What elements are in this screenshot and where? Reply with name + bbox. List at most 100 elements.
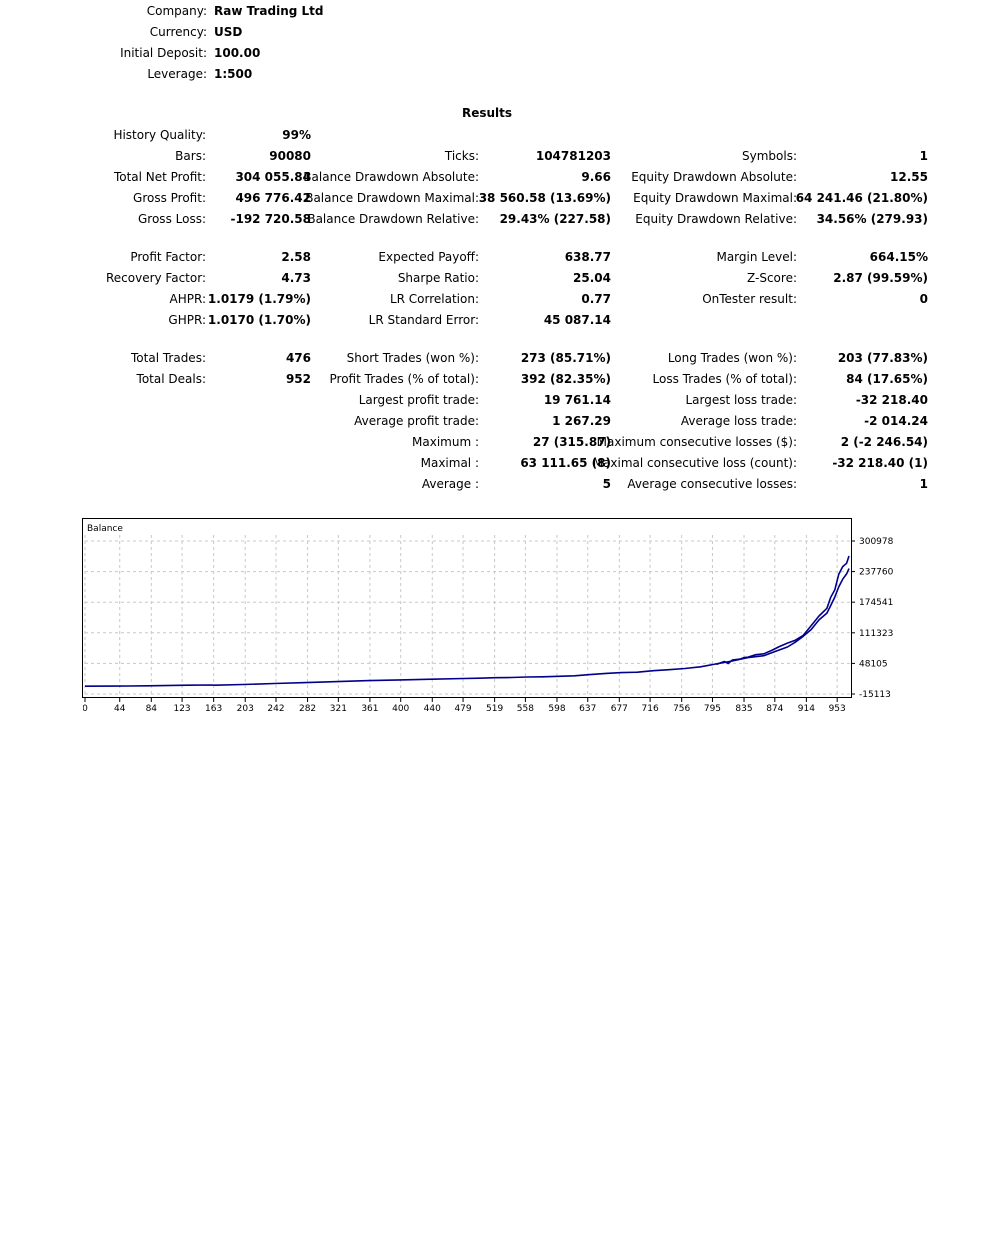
stat-col2-label: Maximum : xyxy=(412,435,479,449)
stat-col3-label: Symbols: xyxy=(742,149,797,163)
stat-col2-value: 392 (82.35%) xyxy=(520,372,611,386)
x-tick-label: 0 xyxy=(83,704,88,714)
stat-col3-value: -32 218.40 (1) xyxy=(832,456,928,470)
x-tick-label: 163 xyxy=(205,704,222,714)
stat-col2-label: Largest profit trade: xyxy=(358,393,479,407)
stat-col3-label: Largest loss trade: xyxy=(685,393,797,407)
stat-col1-value: 2.58 xyxy=(281,250,311,264)
y-tick-label: -15113 xyxy=(859,690,891,700)
stat-col3-label: Average loss trade: xyxy=(680,414,797,428)
stat-col1-value: 1.0170 (1.70%) xyxy=(207,313,311,327)
balance-line xyxy=(716,555,850,666)
stat-col3-label: OnTester result: xyxy=(702,292,797,306)
stat-col3-value: 203 (77.83%) xyxy=(837,351,928,365)
stat-col1-value: 952 xyxy=(285,372,311,386)
stat-col2-label: Profit Trades (% of total): xyxy=(329,372,479,386)
stat-col3-label: Equity Drawdown Absolute: xyxy=(631,170,797,184)
stat-col2-label: Maximal : xyxy=(420,456,479,470)
stat-col1-value: 496 776.42 xyxy=(235,191,311,205)
stat-col3-label: Equity Drawdown Maximal: xyxy=(633,191,797,205)
header-label: Initial Deposit: xyxy=(120,46,207,60)
stat-col2-value: 638.77 xyxy=(564,250,611,264)
stat-col2-label: Balance Drawdown Maximal: xyxy=(305,191,479,205)
stat-col3-label: Long Trades (won %): xyxy=(667,351,797,365)
stat-col2-value: 19 761.14 xyxy=(543,393,611,407)
x-tick-label: 874 xyxy=(766,704,783,714)
x-tick-label: 677 xyxy=(611,704,628,714)
stat-col3-value: -2 014.24 xyxy=(864,414,928,428)
stat-col2-label: LR Standard Error: xyxy=(368,313,479,327)
stat-col2-label: Short Trades (won %): xyxy=(346,351,479,365)
header-value: 100.00 xyxy=(214,46,261,60)
stat-col1-label: Gross Loss: xyxy=(138,212,206,226)
x-tick-label: 321 xyxy=(330,704,347,714)
stat-col3-value: 12.55 xyxy=(890,170,928,184)
stat-col3-value: 64 241.46 (21.80%) xyxy=(795,191,928,205)
stat-col3-value: 0 xyxy=(919,292,928,306)
stat-col2-value: 27 (315.87) xyxy=(532,435,611,449)
y-tick-label: 111323 xyxy=(859,629,893,639)
stat-col1-value: 99% xyxy=(282,128,311,142)
stat-col3-value: 34.56% (279.93) xyxy=(816,212,928,226)
x-tick-label: 282 xyxy=(299,704,316,714)
y-tick-label: 300978 xyxy=(859,537,894,547)
x-tick-label: 361 xyxy=(361,704,378,714)
stat-col1-label: Gross Profit: xyxy=(133,191,206,205)
stat-col3-value: 1 xyxy=(919,477,928,491)
stat-col3-label: Loss Trades (% of total): xyxy=(652,372,798,386)
header-label: Company: xyxy=(146,4,207,18)
results-title: Results xyxy=(461,106,513,120)
stat-col2-label: Average profit trade: xyxy=(354,414,479,428)
stat-col2-label: LR Correlation: xyxy=(389,292,479,306)
header-label: Leverage: xyxy=(147,67,207,81)
stat-col2-label: Ticks: xyxy=(444,149,479,163)
stat-col2-value: 104781203 xyxy=(535,149,611,163)
stat-col1-value: 4.73 xyxy=(281,271,311,285)
x-tick-label: 519 xyxy=(486,704,503,714)
stat-col1-label: Total Net Profit: xyxy=(113,170,206,184)
stat-col2-label: Balance Drawdown Relative: xyxy=(307,212,479,226)
stat-col2-value: 1 267.29 xyxy=(552,414,611,428)
stat-col3-label: Margin Level: xyxy=(716,250,797,264)
stat-col1-label: Total Trades: xyxy=(131,351,206,365)
stat-col1-label: Recovery Factor: xyxy=(105,271,206,285)
x-tick-label: 400 xyxy=(392,704,409,714)
stat-col2-value: 29.43% (227.58) xyxy=(499,212,611,226)
balance-chart: Balance 0 44 84 123 163 203 242 282 321 361 400 440 4… xyxy=(82,518,894,714)
stat-col2-value: 9.66 xyxy=(581,170,611,184)
y-tick-label: 237760 xyxy=(859,568,894,578)
stat-col1-label: GHPR: xyxy=(168,313,206,327)
x-tick-label: 84 xyxy=(146,704,158,714)
x-tick-label: 44 xyxy=(114,704,126,714)
stat-col1-label: AHPR: xyxy=(169,292,206,306)
stat-col2-label: Sharpe Ratio: xyxy=(397,271,479,285)
stat-col1-value: -192 720.58 xyxy=(230,212,311,226)
stat-col2-value: 5 xyxy=(602,477,611,491)
x-tick-label: 440 xyxy=(424,704,441,714)
stat-col3-value: 84 (17.65%) xyxy=(846,372,928,386)
stat-col3-label: Maximal consecutive loss (count): xyxy=(592,456,797,470)
stat-col3-label: Average consecutive losses: xyxy=(627,477,797,491)
stat-col3-value: 1 xyxy=(919,149,928,163)
stat-col3-label: Equity Drawdown Relative: xyxy=(635,212,797,226)
stat-col1-value: 1.0179 (1.79%) xyxy=(207,292,311,306)
x-tick-label: 795 xyxy=(704,704,721,714)
stat-col1-value: 90080 xyxy=(269,149,311,163)
stat-col2-value: 63 111.65 (8) xyxy=(520,456,611,470)
y-tick-label: 174541 xyxy=(859,598,893,608)
stat-col3-value: -32 218.40 xyxy=(855,393,928,407)
stat-col2-label: Balance Drawdown Absolute: xyxy=(303,170,479,184)
stat-col2-label: Average : xyxy=(421,477,479,491)
stat-col1-value: 304 055.84 xyxy=(235,170,311,184)
x-tick-label: 716 xyxy=(642,704,659,714)
stat-col2-value: 38 560.58 (13.69%) xyxy=(478,191,611,205)
stat-col1-label: Total Deals: xyxy=(136,372,206,386)
chart-title: Balance xyxy=(87,524,123,534)
x-tick-label: 123 xyxy=(173,704,190,714)
stat-col2-value: 45 087.14 xyxy=(543,313,611,327)
stat-col2-value: 273 (85.71%) xyxy=(520,351,611,365)
x-tick-label: 598 xyxy=(548,704,565,714)
x-tick-label: 914 xyxy=(798,704,815,714)
x-tick-label: 558 xyxy=(517,704,534,714)
stat-col2-value: 25.04 xyxy=(573,271,611,285)
